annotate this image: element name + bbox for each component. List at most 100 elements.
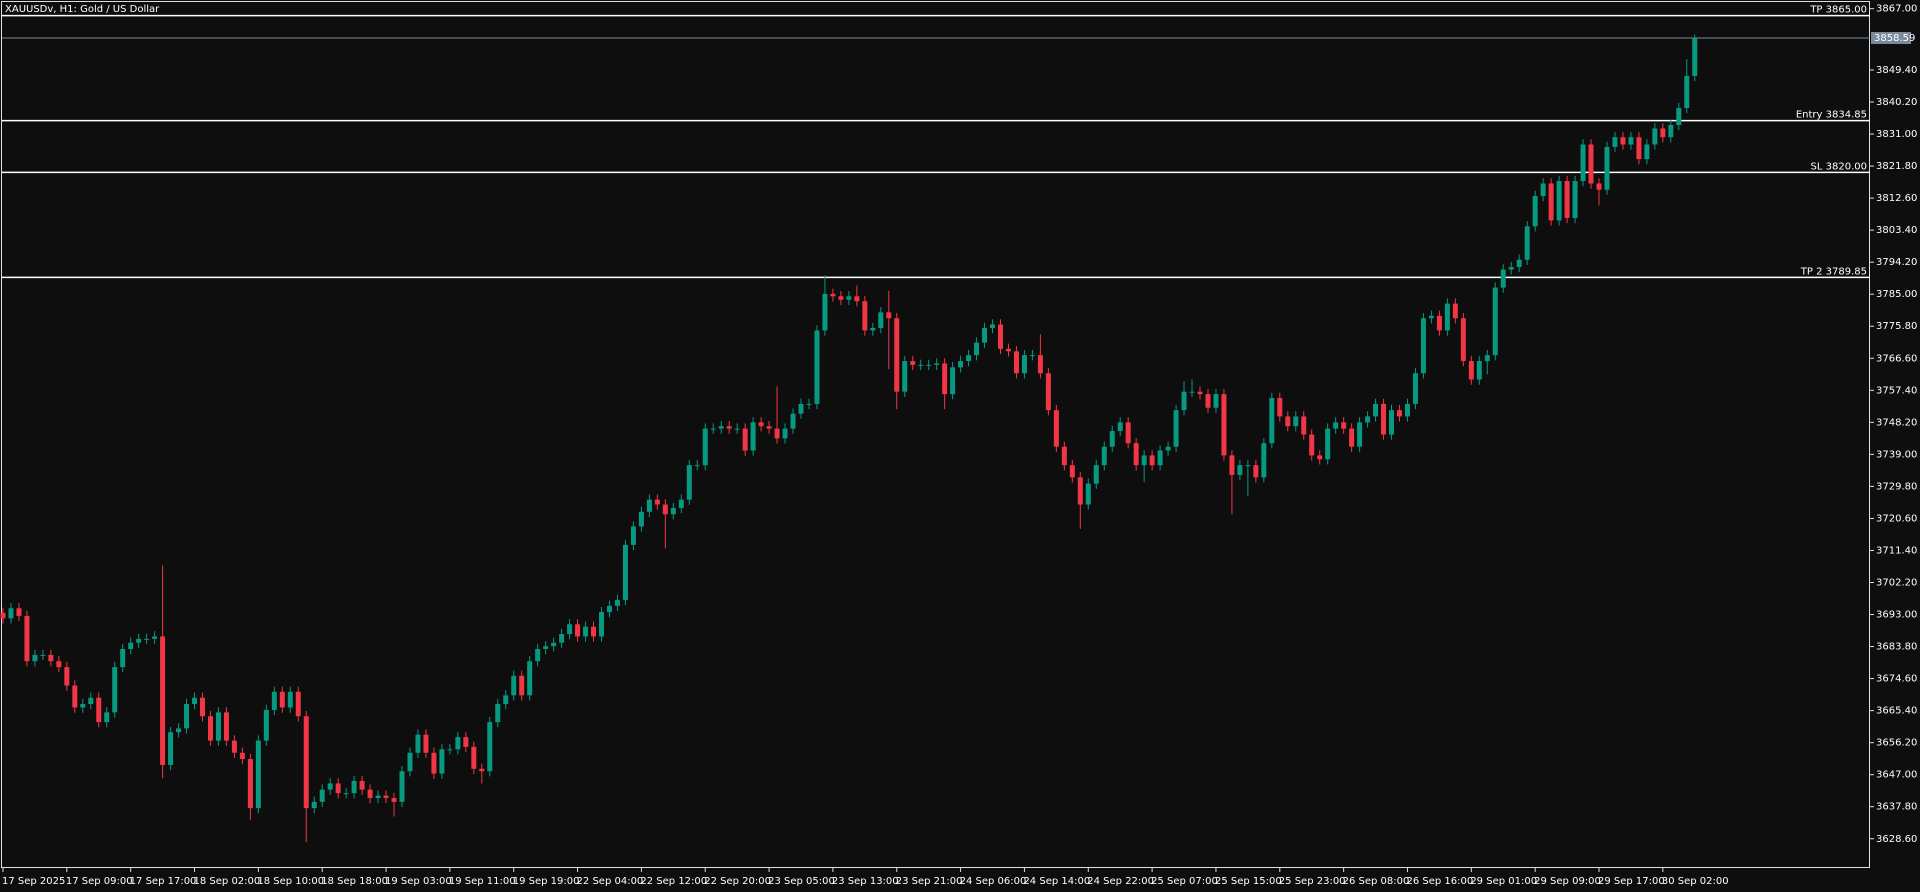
candle-body (1500, 269, 1506, 288)
candle-body (120, 648, 126, 668)
x-tick-label: 22 Sep 04:00 (577, 876, 644, 887)
candle-body (1069, 465, 1075, 478)
candle-body (998, 324, 1003, 349)
x-tick-label: 22 Sep 20:00 (704, 876, 771, 887)
candle-body (327, 783, 333, 790)
y-tick-label: 3647.00 (1876, 770, 1917, 781)
x-tick-label: 24 Sep 14:00 (1023, 876, 1090, 887)
candle-body (958, 361, 964, 368)
candle-body (519, 675, 525, 696)
candle-body (1412, 373, 1418, 404)
candle-body (543, 646, 549, 649)
candle-body (311, 801, 317, 809)
candle-body (1349, 428, 1355, 447)
candle-body (599, 612, 604, 637)
candle-body (1452, 303, 1458, 319)
x-tick-label: 23 Sep 13:00 (832, 876, 899, 887)
y-tick-label: 3785.00 (1876, 289, 1917, 300)
candle-body (479, 768, 485, 772)
candle-body (271, 691, 277, 710)
candle-body (215, 712, 221, 741)
candle-body (56, 661, 62, 668)
candle-body (104, 712, 110, 723)
candle-body (974, 342, 980, 356)
candle-body (1077, 477, 1083, 505)
level-label: TP 3865.00 (1809, 5, 1867, 16)
candle-body (279, 691, 285, 708)
candle-body (1556, 181, 1562, 221)
candle-body (694, 465, 700, 467)
candle-body (1317, 455, 1323, 460)
x-tick-label: 17 Sep 17:00 (130, 876, 197, 887)
y-tick-label: 3729.80 (1876, 481, 1917, 492)
candle-body (1229, 455, 1235, 475)
candle-body (710, 428, 716, 430)
candle-body (144, 638, 150, 640)
candle-body (463, 737, 469, 747)
x-tick-label: 18 Sep 18:00 (321, 876, 388, 887)
candle-body (806, 403, 812, 405)
candle-body (152, 636, 158, 639)
candle-body (559, 634, 565, 643)
candle-body (1029, 355, 1035, 357)
candle-body (503, 695, 509, 705)
candle-body (614, 599, 620, 606)
candle-body (168, 732, 174, 765)
candle-body (80, 704, 86, 708)
y-tick-label: 3739.00 (1876, 449, 1917, 460)
candle-body (774, 428, 780, 439)
x-tick-label: 25 Sep 07:00 (1151, 876, 1218, 887)
candle-body (742, 428, 748, 451)
candle-body (1540, 183, 1546, 197)
candle-body (622, 544, 628, 600)
candle-body (1516, 259, 1522, 268)
x-tick-label: 18 Sep 10:00 (257, 876, 324, 887)
candle-body (184, 704, 190, 729)
candle-body (1109, 431, 1115, 447)
candle-body (359, 780, 365, 790)
candle-body (375, 795, 381, 799)
candle-body (1484, 355, 1490, 362)
candle-body (734, 428, 740, 430)
candle-body (535, 648, 541, 662)
candle-body (527, 661, 533, 696)
candle-body (64, 667, 70, 686)
candle-body (1205, 394, 1211, 408)
candle-body (966, 355, 972, 362)
candle-body (263, 709, 269, 741)
x-tick-label: 19 Sep 03:00 (385, 876, 452, 887)
y-tick-label: 3674.60 (1876, 674, 1917, 685)
x-tick-label: 19 Sep 19:00 (513, 876, 580, 887)
candle-body (567, 624, 573, 635)
candle-body (511, 675, 517, 696)
x-tick-label: 26 Sep 08:00 (1343, 876, 1410, 887)
x-tick-label: 22 Sep 12:00 (640, 876, 707, 887)
x-tick-label: 23 Sep 05:00 (768, 876, 835, 887)
candle-body (1381, 403, 1387, 435)
candle-body (1532, 196, 1538, 227)
candle-body (207, 716, 213, 741)
candle-body (551, 642, 557, 647)
candle-body (758, 422, 764, 427)
candle-body (1365, 416, 1371, 423)
candle-body (192, 697, 198, 705)
candle-body (231, 740, 237, 753)
candle-body (367, 789, 373, 799)
candle-body (1460, 318, 1466, 362)
candle-body (247, 759, 253, 809)
candle-body (718, 426, 724, 429)
candle-body (1404, 403, 1410, 417)
x-tick-label: 17 Sep 2025 (2, 876, 65, 887)
candle-body (423, 734, 429, 753)
candle-body (1476, 361, 1482, 380)
y-tick-label: 3628.60 (1876, 834, 1917, 845)
y-tick-label: 3803.40 (1876, 225, 1917, 236)
last-price-tag (1871, 31, 1911, 44)
candle-body (72, 685, 78, 708)
candle-body (1676, 107, 1682, 125)
candle-body (351, 780, 357, 794)
level-label: TP 2 3789.85 (1800, 266, 1867, 277)
candle-body (798, 403, 804, 414)
candle-body (886, 312, 892, 319)
candle-body (1660, 128, 1666, 138)
